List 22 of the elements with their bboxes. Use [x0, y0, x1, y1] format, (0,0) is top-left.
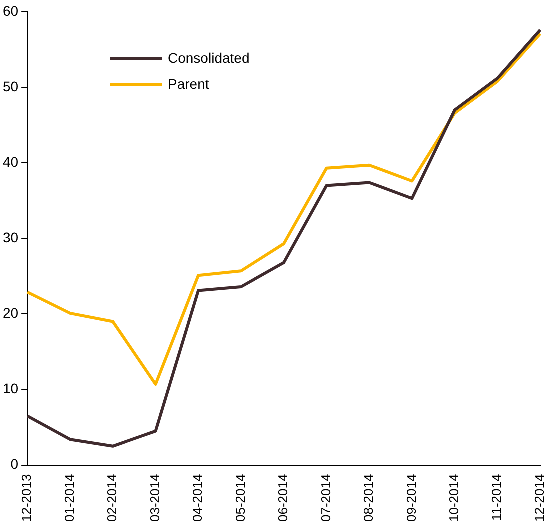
x-tick-label: 11-2014 [489, 474, 504, 522]
x-tick-label: 09-2014 [404, 474, 419, 522]
x-tick-label: 12-2013 [19, 474, 34, 522]
x-tick-label: 03-2014 [147, 474, 162, 522]
y-tick-label: 10 [2, 380, 19, 397]
x-tick-label: 10-2014 [446, 474, 462, 522]
y-tick-label: 50 [2, 78, 19, 94]
x-tick-label: 12-2014 [532, 474, 547, 522]
y-tick-label: 30 [2, 230, 19, 246]
legend-label: Parent [168, 76, 210, 92]
y-tick-label: 20 [2, 305, 19, 322]
x-tick-label: 08-2014 [361, 474, 376, 522]
x-tick-label: 07-2014 [318, 474, 334, 522]
x-tick-label: 02-2014 [104, 474, 120, 522]
x-tick-label: 04-2014 [190, 474, 206, 522]
y-tick-label: 0 [10, 456, 19, 472]
x-tick-label: 05-2014 [232, 474, 248, 522]
x-tick-label: 06-2014 [276, 474, 291, 522]
legend-label: Consolidated [168, 50, 250, 66]
x-tick-label: 01-2014 [62, 474, 77, 522]
y-tick-label: 60 [2, 2, 19, 19]
y-tick-label: 40 [2, 154, 19, 170]
